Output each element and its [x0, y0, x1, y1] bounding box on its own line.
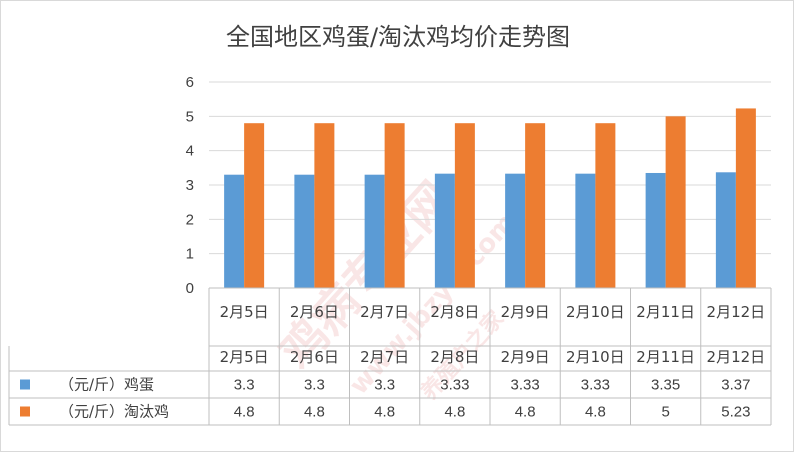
- x-tick-label: 2月9日: [501, 303, 550, 321]
- x-tick-label: 2月12日: [707, 303, 766, 321]
- table-value-cell: 3.3: [374, 377, 395, 394]
- table-header-cell: 2月10日: [566, 348, 625, 366]
- y-tick-label: 6: [186, 74, 194, 91]
- y-tick-label: 1: [186, 246, 194, 263]
- x-tick-label: 2月11日: [636, 303, 695, 321]
- bar-egg: [294, 174, 315, 288]
- y-tick-label: 0: [186, 280, 194, 297]
- x-tick-label: 2月5日: [220, 303, 269, 321]
- bar-egg: [645, 172, 666, 288]
- bar-hen: [595, 123, 616, 288]
- x-tick-label: 2月6日: [290, 303, 339, 321]
- y-axis-ticks: 0 1 2 3 4 5 6: [186, 74, 194, 297]
- table-value-cell: 3.3: [234, 377, 255, 394]
- bar-hen: [454, 123, 475, 288]
- table-value-cell: 5: [661, 404, 669, 421]
- bar-hen: [314, 123, 335, 288]
- table-value-cell: 4.8: [374, 404, 395, 421]
- table-value-cell: 3.3: [304, 377, 325, 394]
- bar-hen: [665, 116, 686, 288]
- table-value-cell: 5.23: [721, 404, 750, 421]
- y-tick-label: 3: [186, 177, 194, 194]
- table-value-cell: 3.37: [721, 377, 750, 394]
- data-table: 2月5日 2月5日 2月6日 2月6日 2月7日 2月7日 2月8日 2月8日 2月9日 2月9日…: [8, 287, 772, 426]
- bar-hen: [525, 123, 546, 288]
- table-value-cell: 4.8: [304, 404, 325, 421]
- bars: [224, 108, 756, 288]
- bar-hen: [735, 108, 756, 288]
- chart-title: 全国地区鸡蛋/淘汰鸡均价走势图: [226, 23, 570, 51]
- bar-egg: [715, 172, 736, 288]
- table-header-cell: 2月6日: [290, 348, 339, 366]
- table-header-cell: 2月7日: [360, 348, 409, 366]
- bar-hen: [244, 123, 265, 288]
- table-value-cell: 4.8: [585, 404, 606, 421]
- bar-egg: [224, 174, 245, 288]
- legend-key-egg: [20, 379, 30, 390]
- table-value-cell: 4.8: [515, 404, 536, 421]
- y-tick-label: 5: [186, 108, 194, 125]
- table-header-cell: 2月8日: [430, 348, 479, 366]
- table-value-cell: 4.8: [234, 404, 255, 421]
- bar-egg: [434, 173, 455, 288]
- y-tick-label: 2: [186, 211, 194, 228]
- y-tick-label: 4: [186, 143, 194, 160]
- legend-label-egg: （元/斤）鸡蛋: [59, 376, 154, 394]
- table-value-cell: 4.8: [444, 404, 465, 421]
- bar-hen: [384, 123, 405, 288]
- x-tick-label: 2月7日: [360, 303, 409, 321]
- x-tick-label: 2月8日: [430, 303, 479, 321]
- table-value-cell: 3.35: [651, 377, 680, 394]
- bar-egg: [505, 173, 526, 288]
- legend-label-hen: （元/斤）淘汰鸡: [59, 403, 169, 421]
- table-value-cell: 3.33: [581, 377, 610, 394]
- table-value-cell: 3.33: [440, 377, 469, 394]
- table-value-cell: 3.33: [511, 377, 540, 394]
- x-tick-label: 2月10日: [566, 303, 625, 321]
- bar-egg: [364, 174, 385, 288]
- table-header-cell: 2月11日: [636, 348, 695, 366]
- legend-key-hen: [20, 406, 30, 417]
- bar-egg: [575, 173, 596, 288]
- table-header-cell: 2月12日: [707, 348, 766, 366]
- table-header-cell: 2月5日: [220, 348, 269, 366]
- table-header-cell: 2月9日: [501, 348, 550, 366]
